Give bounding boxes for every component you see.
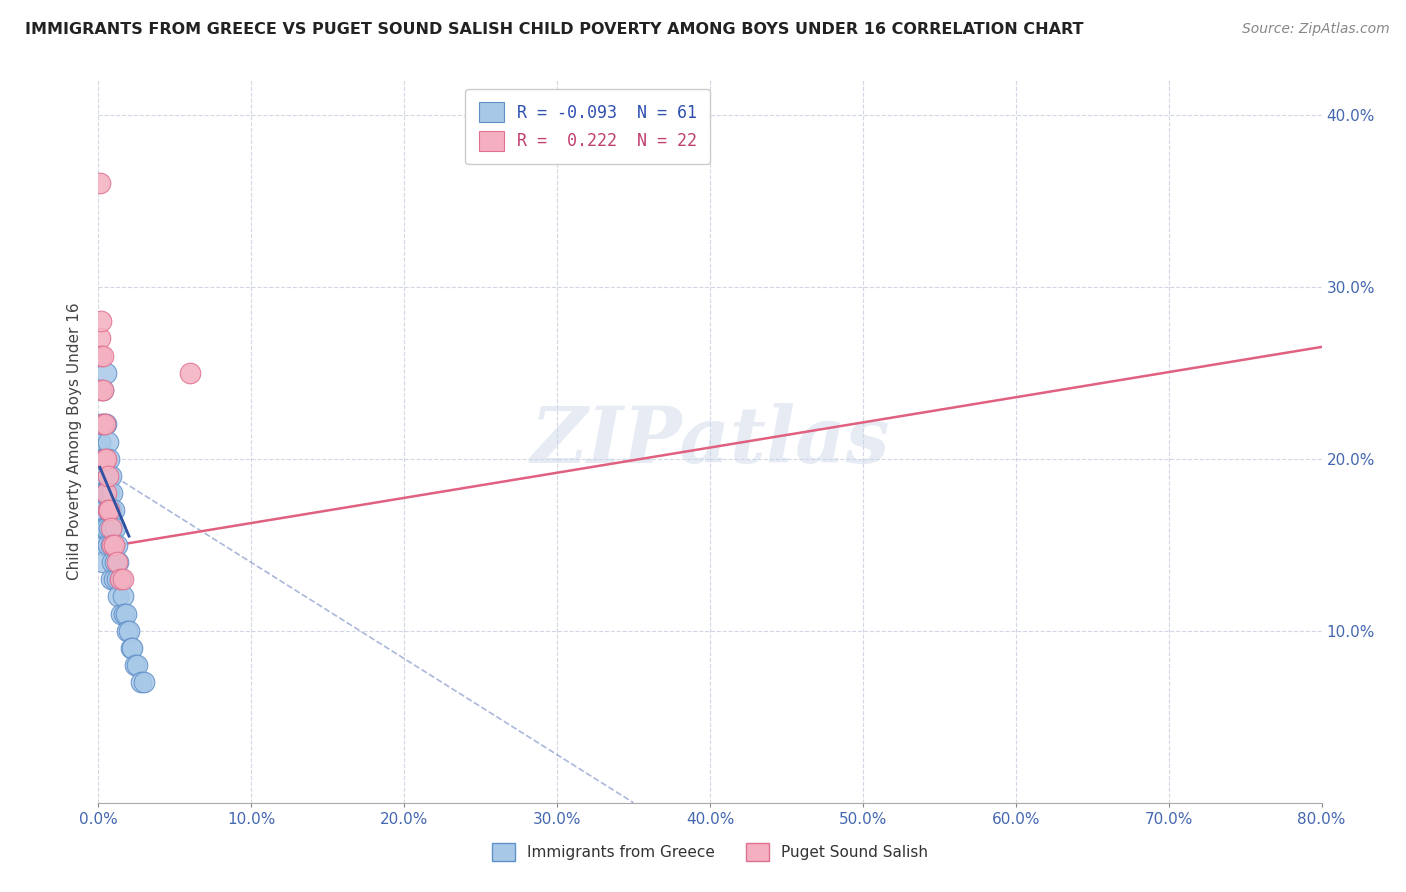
Point bbox=[105, 555, 128, 569]
Point bbox=[107, 590, 129, 604]
Point bbox=[108, 572, 131, 586]
Point bbox=[101, 520, 124, 534]
Point bbox=[90, 538, 112, 552]
Point bbox=[93, 451, 115, 466]
Point bbox=[100, 469, 122, 483]
Point bbox=[90, 417, 112, 432]
Point bbox=[93, 451, 115, 466]
Point bbox=[101, 555, 124, 569]
Point bbox=[94, 520, 117, 534]
Point bbox=[93, 486, 115, 500]
Point bbox=[100, 503, 122, 517]
Point bbox=[90, 451, 112, 466]
Point bbox=[98, 520, 121, 534]
Point bbox=[111, 572, 134, 586]
Point bbox=[103, 538, 125, 552]
Point bbox=[93, 520, 115, 534]
Point bbox=[104, 520, 127, 534]
Point bbox=[91, 417, 114, 432]
Point bbox=[98, 451, 121, 466]
Point bbox=[98, 486, 121, 500]
Point bbox=[91, 451, 114, 466]
Point bbox=[91, 555, 114, 569]
Point bbox=[103, 572, 125, 586]
Point bbox=[94, 451, 117, 466]
Point bbox=[89, 520, 111, 534]
Point bbox=[89, 434, 111, 449]
Point bbox=[93, 417, 115, 432]
Text: ZIPatlas: ZIPatlas bbox=[530, 403, 890, 480]
Point bbox=[97, 469, 120, 483]
Point bbox=[94, 417, 117, 432]
Point bbox=[105, 538, 128, 552]
Point bbox=[91, 520, 114, 534]
Point bbox=[100, 520, 122, 534]
Point bbox=[110, 572, 132, 586]
Point bbox=[117, 624, 139, 638]
Point bbox=[124, 658, 146, 673]
Point bbox=[93, 417, 115, 432]
Point bbox=[108, 572, 131, 586]
Point bbox=[90, 314, 112, 328]
Point bbox=[91, 417, 114, 432]
Point bbox=[101, 538, 124, 552]
Point bbox=[97, 503, 120, 517]
Point bbox=[112, 607, 135, 621]
Point bbox=[89, 177, 111, 191]
Point bbox=[121, 640, 143, 655]
Point bbox=[91, 383, 114, 397]
Point bbox=[111, 590, 134, 604]
Point bbox=[100, 572, 122, 586]
Point bbox=[90, 349, 112, 363]
Point bbox=[97, 469, 120, 483]
Point bbox=[91, 486, 114, 500]
Point bbox=[94, 486, 117, 500]
Point bbox=[94, 486, 117, 500]
Point bbox=[110, 607, 132, 621]
Point bbox=[89, 331, 111, 345]
Point bbox=[90, 486, 112, 500]
Point bbox=[101, 486, 124, 500]
Point bbox=[129, 675, 152, 690]
Y-axis label: Child Poverty Among Boys Under 16: Child Poverty Among Boys Under 16 bbox=[67, 302, 83, 581]
Point bbox=[91, 349, 114, 363]
Point bbox=[100, 538, 122, 552]
Text: Source: ZipAtlas.com: Source: ZipAtlas.com bbox=[1241, 22, 1389, 37]
Point bbox=[115, 607, 138, 621]
Point bbox=[104, 555, 127, 569]
Point bbox=[105, 572, 128, 586]
Text: IMMIGRANTS FROM GREECE VS PUGET SOUND SALISH CHILD POVERTY AMONG BOYS UNDER 16 C: IMMIGRANTS FROM GREECE VS PUGET SOUND SA… bbox=[25, 22, 1084, 37]
Point bbox=[107, 555, 129, 569]
Point bbox=[89, 469, 111, 483]
Point bbox=[94, 451, 117, 466]
Point bbox=[94, 366, 117, 380]
Point bbox=[89, 486, 111, 500]
Point bbox=[179, 366, 201, 380]
Point bbox=[91, 383, 114, 397]
Legend: Immigrants from Greece, Puget Sound Salish: Immigrants from Greece, Puget Sound Sali… bbox=[486, 837, 934, 867]
Point bbox=[118, 624, 141, 638]
Point bbox=[98, 503, 121, 517]
Point bbox=[103, 503, 125, 517]
Point bbox=[120, 640, 142, 655]
Point bbox=[90, 383, 112, 397]
Point bbox=[97, 503, 120, 517]
Point bbox=[125, 658, 148, 673]
Point bbox=[103, 538, 125, 552]
Point bbox=[97, 434, 120, 449]
Point bbox=[90, 503, 112, 517]
Point bbox=[134, 675, 156, 690]
Point bbox=[97, 538, 120, 552]
